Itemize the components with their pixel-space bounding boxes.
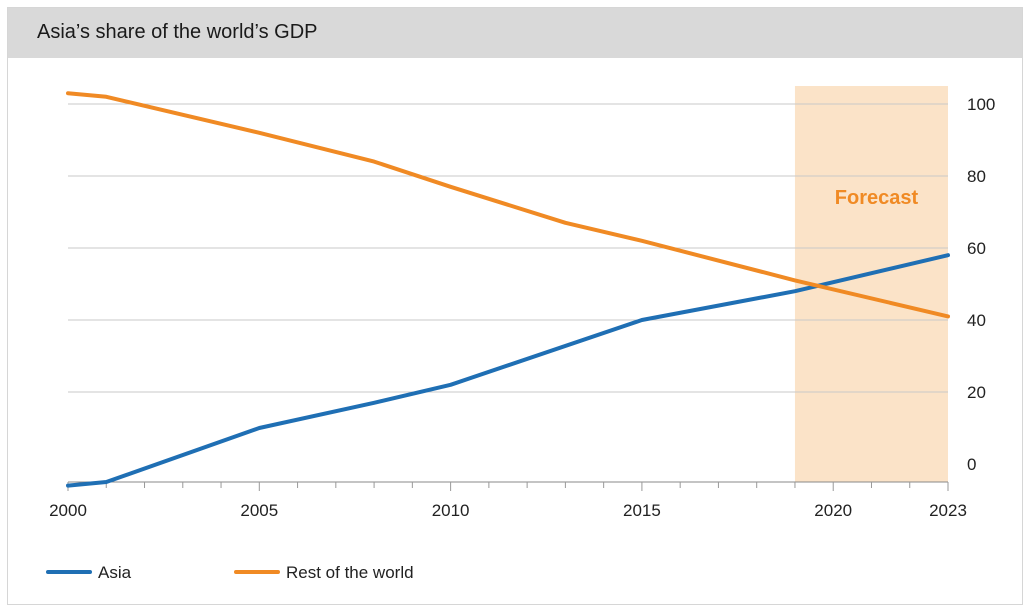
series-line-asia bbox=[66, 253, 950, 488]
x-tick-label-2020: 2020 bbox=[814, 501, 852, 520]
x-tick-label-2015: 2015 bbox=[623, 501, 661, 520]
series-line-rest-of-the-world bbox=[66, 91, 950, 319]
y-tick-label-80: 80 bbox=[967, 167, 986, 186]
title-bar: Asia’s share of the world’s GDP bbox=[8, 8, 1022, 58]
legend-label-rest-of-the-world: Rest of the world bbox=[286, 563, 414, 582]
chart-title: Asia’s share of the world’s GDP bbox=[37, 21, 318, 43]
y-tick-label-100: 100 bbox=[967, 95, 995, 114]
y-tick-label-20: 20 bbox=[967, 383, 986, 402]
x-tick-label-2023: 2023 bbox=[929, 501, 967, 520]
x-tick-label-2005: 2005 bbox=[240, 501, 278, 520]
legend-label-asia: Asia bbox=[98, 563, 132, 582]
x-tick-label-2010: 2010 bbox=[432, 501, 470, 520]
x-tick-label-2000: 2000 bbox=[49, 501, 87, 520]
forecast-label: Forecast bbox=[835, 187, 919, 209]
y-tick-label-40: 40 bbox=[967, 311, 986, 330]
y-tick-label-60: 60 bbox=[967, 239, 986, 258]
y-tick-label-0: 0 bbox=[967, 455, 976, 474]
